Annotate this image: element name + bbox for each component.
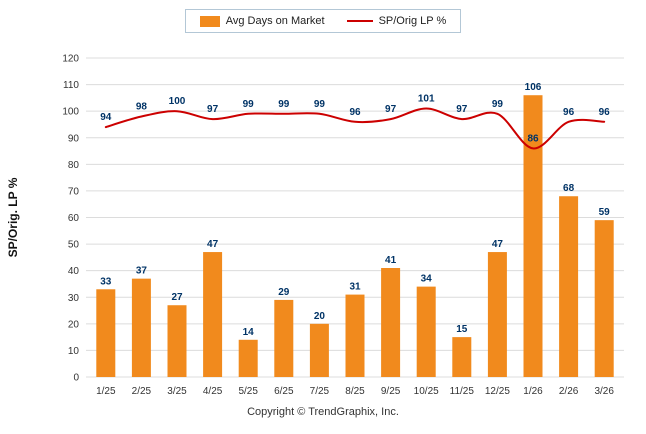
bar xyxy=(96,289,116,377)
bar-value-label: 33 xyxy=(100,276,112,287)
y-axis-ticks: 0 10 20 30 40 50 60 70 80 90 100 110 120 xyxy=(62,54,79,384)
line-value-label: 100 xyxy=(169,96,186,107)
y-tick-label: 20 xyxy=(68,319,80,330)
y-tick-label: 80 xyxy=(68,160,80,171)
x-tick-label: 1/26 xyxy=(523,386,543,397)
bar xyxy=(523,95,543,377)
x-tick-label: 6/25 xyxy=(274,386,294,397)
bar-value-label: 106 xyxy=(525,82,542,93)
x-tick-label: 10/25 xyxy=(414,386,439,397)
copyright: Copyright © TrendGraphix, Inc. xyxy=(247,406,399,418)
bar xyxy=(131,278,151,377)
x-tick-label: 2/25 xyxy=(132,386,152,397)
y-tick-label: 110 xyxy=(63,80,79,91)
bar xyxy=(452,337,472,377)
legend-label-sp-orig: SP/Orig LP % xyxy=(378,15,447,27)
line-value-label: 99 xyxy=(492,99,504,110)
bar-value-label: 68 xyxy=(563,183,575,194)
bar xyxy=(238,339,258,377)
bar xyxy=(309,323,329,377)
line-value-label: 86 xyxy=(527,133,539,144)
legend: Avg Days on Market SP/Orig LP % xyxy=(184,9,462,33)
line-value-label: 97 xyxy=(207,104,219,115)
bar xyxy=(203,252,223,377)
line-value-label: 99 xyxy=(243,99,255,110)
line-swatch-icon xyxy=(346,20,373,22)
line-value-label: 96 xyxy=(349,107,361,118)
line-value-label: 99 xyxy=(314,99,326,110)
x-tick-label: 7/25 xyxy=(310,386,330,397)
y-tick-label: 50 xyxy=(68,240,80,251)
bar xyxy=(416,286,436,377)
y-tick-label: 100 xyxy=(62,107,79,118)
bar-value-label: 31 xyxy=(349,282,361,293)
x-tick-label: 2/26 xyxy=(559,386,579,397)
y-tick-label: 10 xyxy=(68,346,80,357)
bar-value-label: 15 xyxy=(456,324,468,335)
y-tick-label: 90 xyxy=(68,133,80,144)
x-axis-ticks: 1/25 2/25 3/25 4/25 5/25 6/25 7/25 8/25 9/25 10/2… xyxy=(96,386,614,397)
x-tick-label: 5/25 xyxy=(238,386,258,397)
x-tick-label: 11/25 xyxy=(450,386,475,397)
y-tick-label: 60 xyxy=(68,213,80,224)
bar-value-label: 20 xyxy=(314,311,326,322)
x-tick-label: 12/25 xyxy=(485,386,510,397)
bar xyxy=(594,220,614,377)
x-tick-label: 3/26 xyxy=(594,386,614,397)
x-tick-label: 1/25 xyxy=(96,386,116,397)
line-value-label: 97 xyxy=(385,104,397,115)
bar xyxy=(381,268,401,377)
line-value-label: 99 xyxy=(278,99,290,110)
x-tick-label: 8/25 xyxy=(345,386,365,397)
line-value-label: 94 xyxy=(100,112,112,123)
bar xyxy=(274,299,294,377)
bar xyxy=(345,294,365,377)
line-series xyxy=(104,107,606,150)
bar-series xyxy=(96,95,614,377)
bar-value-labels: 33 37 27 47 14 29 20 31 41 34 15 47 106 68 59 xyxy=(100,82,610,338)
x-tick-label: 9/25 xyxy=(381,386,401,397)
bar-value-label: 47 xyxy=(492,239,504,250)
y-tick-label: 120 xyxy=(62,54,79,65)
bar-value-label: 29 xyxy=(278,287,290,298)
y-axis-title: SP/Orig. LP % xyxy=(6,177,20,257)
bar-value-label: 27 xyxy=(171,292,183,303)
line-value-label: 101 xyxy=(418,94,435,105)
legend-item-sp-orig: SP/Orig LP % xyxy=(346,15,447,27)
bar-value-label: 37 xyxy=(136,266,148,277)
bar-value-label: 47 xyxy=(207,239,219,250)
chart-plot: 0 10 20 30 40 50 60 70 80 90 100 110 120 33 37 27 47 14 29… xyxy=(6,54,624,397)
line-value-label: 97 xyxy=(456,104,468,115)
y-tick-label: 30 xyxy=(68,293,80,304)
line-value-label: 96 xyxy=(599,107,611,118)
x-tick-label: 3/25 xyxy=(167,386,187,397)
legend-container: Avg Days on Market SP/Orig LP % xyxy=(0,9,646,33)
y-tick-label: 70 xyxy=(68,186,80,197)
legend-label-avg-days: Avg Days on Market xyxy=(225,15,325,27)
bar-value-label: 41 xyxy=(385,255,397,266)
line-value-label: 96 xyxy=(563,107,575,118)
y-tick-label: 40 xyxy=(68,266,80,277)
bar-value-label: 34 xyxy=(421,274,433,285)
bar xyxy=(167,305,187,377)
line-value-labels: 94 98 100 97 99 99 99 96 97 101 97 99 86 96 96 xyxy=(100,94,610,145)
x-tick-label: 4/25 xyxy=(203,386,223,397)
bar xyxy=(559,196,579,377)
bar-swatch-icon xyxy=(199,15,220,27)
line-value-label: 98 xyxy=(136,101,148,112)
bar xyxy=(487,252,507,377)
legend-item-avg-days: Avg Days on Market xyxy=(199,15,325,27)
y-tick-label: 0 xyxy=(73,373,79,384)
bar-value-label: 59 xyxy=(599,207,611,218)
bar-value-label: 14 xyxy=(243,327,255,338)
